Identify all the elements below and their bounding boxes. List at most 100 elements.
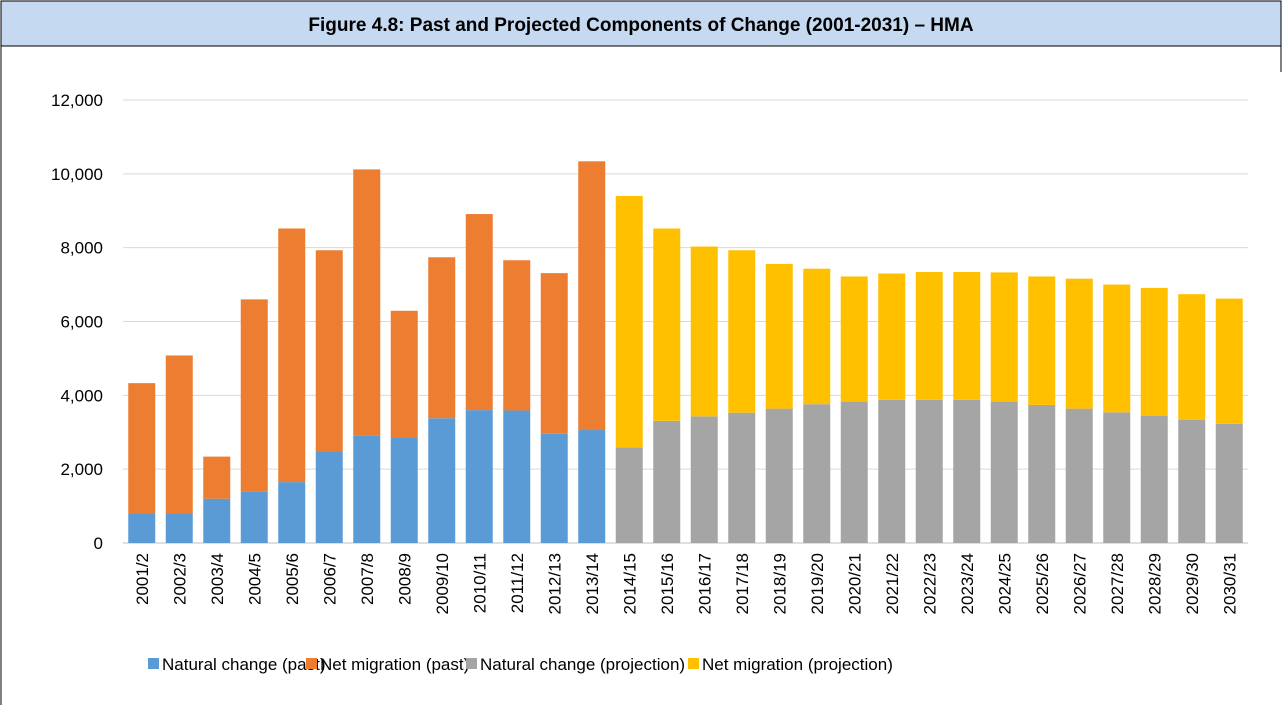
- bar: [728, 412, 756, 543]
- bar: [765, 408, 793, 543]
- bar: [953, 399, 981, 543]
- x-tick-label: 2012/13: [545, 553, 564, 614]
- x-tick-label: 2016/17: [695, 553, 714, 614]
- bar: [1103, 284, 1131, 413]
- x-tick-label: 2028/29: [1145, 553, 1164, 614]
- x-tick-label: 2014/15: [620, 553, 639, 614]
- legend-label: Natural change (past): [162, 655, 325, 674]
- x-tick-label: 2019/20: [808, 553, 827, 614]
- x-tick-label: 2003/4: [208, 553, 227, 605]
- x-tick-label: 2006/7: [320, 553, 339, 605]
- bar: [953, 272, 981, 400]
- x-tick-label: 2009/10: [433, 553, 452, 614]
- y-tick-label: 0: [94, 534, 103, 553]
- bar: [1178, 419, 1206, 543]
- bar: [353, 169, 381, 436]
- bar: [128, 383, 156, 514]
- bar: [353, 435, 381, 543]
- bar: [690, 416, 718, 543]
- x-tick-label: 2020/21: [845, 553, 864, 614]
- bar: [128, 513, 156, 543]
- x-tick-label: 2008/9: [395, 553, 414, 605]
- bar: [578, 430, 606, 543]
- bar: [878, 273, 906, 400]
- bar: [1065, 408, 1093, 543]
- bar: [1140, 287, 1168, 417]
- bar: [315, 250, 343, 452]
- bar: [1028, 404, 1056, 543]
- bar: [428, 257, 456, 419]
- bar: [240, 491, 268, 543]
- bar: [1215, 423, 1243, 543]
- bar: [1215, 298, 1243, 424]
- x-tick-label: 2002/3: [170, 553, 189, 605]
- bar: [1103, 412, 1131, 543]
- x-tick-label: 2017/18: [733, 553, 752, 614]
- bar: [278, 228, 306, 483]
- x-tick-label: 2030/31: [1220, 553, 1239, 614]
- legend-label: Net migration (past): [320, 655, 469, 674]
- bar: [803, 268, 831, 405]
- bar: [428, 418, 456, 543]
- x-tick-label: 2010/11: [470, 553, 489, 613]
- bar: [840, 401, 868, 543]
- bar: [990, 401, 1018, 543]
- y-tick-label: 12,000: [51, 91, 103, 110]
- bar: [915, 272, 943, 400]
- bar: [203, 498, 231, 543]
- title-bar: [0, 0, 1282, 47]
- bar: [165, 355, 193, 514]
- bar: [390, 310, 418, 438]
- bar: [615, 447, 643, 543]
- bar: [503, 410, 531, 543]
- bar: [840, 276, 868, 402]
- x-tick-label: 2013/14: [583, 553, 602, 614]
- x-tick-label: 2004/5: [245, 553, 264, 605]
- bar: [1028, 276, 1056, 405]
- x-tick-label: 2023/24: [958, 553, 977, 614]
- bar: [878, 399, 906, 543]
- y-tick-label: 10,000: [51, 165, 103, 184]
- legend-label: Net migration (projection): [702, 655, 893, 674]
- y-tick-label: 6,000: [60, 313, 103, 332]
- y-tick-label: 4,000: [60, 386, 103, 405]
- bar: [578, 161, 606, 431]
- bar: [728, 250, 756, 413]
- x-tick-label: 2029/30: [1183, 553, 1202, 614]
- bar: [465, 214, 493, 411]
- y-tick-label: 2,000: [60, 460, 103, 479]
- chart-title: Figure 4.8: Past and Projected Component…: [308, 15, 973, 36]
- x-tick-label: 2007/8: [358, 553, 377, 605]
- bar: [503, 260, 531, 411]
- bar: [653, 420, 681, 543]
- bar: [165, 513, 193, 543]
- bar: [615, 195, 643, 448]
- x-tick-label: 2001/2: [133, 553, 152, 605]
- x-tick-label: 2021/22: [883, 553, 902, 614]
- x-tick-label: 2024/25: [995, 553, 1014, 614]
- bar: [278, 482, 306, 543]
- x-tick-label: 2026/27: [1070, 553, 1089, 614]
- bar: [1140, 416, 1168, 543]
- x-tick-label: 2011/12: [508, 553, 527, 613]
- legend-swatch: [148, 658, 159, 669]
- legend-swatch: [306, 658, 317, 669]
- bar: [390, 437, 418, 543]
- bar: [765, 263, 793, 409]
- legend-label: Natural change (projection): [480, 655, 685, 674]
- bar: [1065, 278, 1093, 409]
- bar: [690, 246, 718, 417]
- bar: [653, 228, 681, 421]
- bar: [990, 272, 1018, 402]
- x-tick-label: 2018/19: [770, 553, 789, 614]
- bar: [240, 299, 268, 492]
- bar: [540, 273, 568, 434]
- bar: [540, 433, 568, 543]
- x-tick-label: 2015/16: [658, 553, 677, 614]
- x-tick-label: 2027/28: [1108, 553, 1127, 614]
- legend-swatch: [466, 658, 477, 669]
- bar: [465, 410, 493, 543]
- bar: [803, 404, 831, 543]
- legend-swatch: [688, 658, 699, 669]
- bar: [315, 451, 343, 543]
